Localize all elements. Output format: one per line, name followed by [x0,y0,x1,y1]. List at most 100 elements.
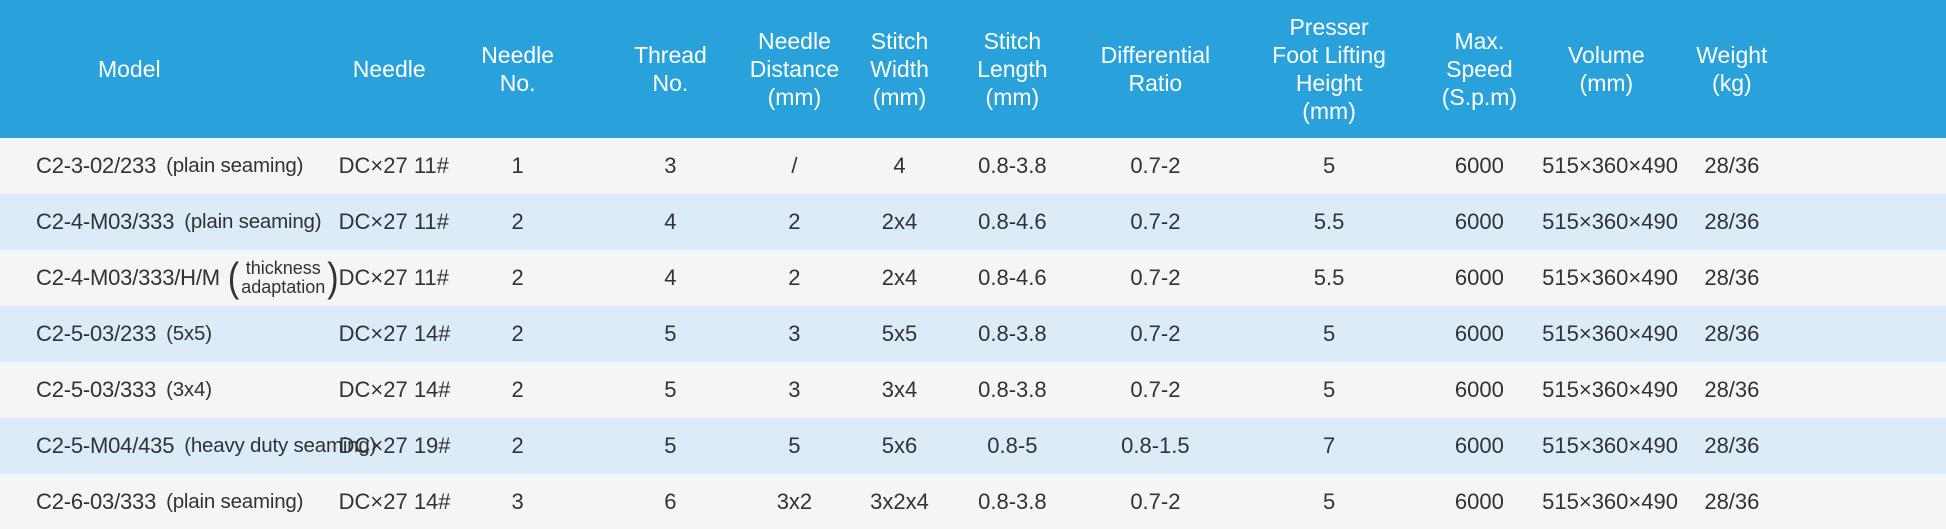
cell-thread-no: 5 [664,321,677,346]
model-note: (plain seaming) [166,490,304,513]
model-note: (heavy duty seaming) [184,434,377,457]
cell-differential-ratio: 0.7-2 [1130,153,1181,178]
cell-needle-no: 1 [511,153,524,178]
cell-stitch-width: 5x5 [881,321,918,346]
cell-model: C2-4-M03/333/H/M (thickness adaptation) [0,250,339,306]
table-row: C2-4-M03/333 (plain seaming) DC×27 11# 2 4 2 2… [0,194,1946,250]
model-name: C2-5-03/333 [36,377,157,402]
column-header-stitch-width: Stitch Width (mm) [870,28,929,110]
cell-needle-distance: 3x2 [776,489,813,514]
cell-needle: DC×27 14# [338,489,451,514]
cell-needle: DC×27 14# [338,377,451,402]
cell-needle-distance: 2 [788,209,801,234]
cell-presser-foot-height: 5 [1322,377,1336,402]
cell-weight: 28/36 [1704,209,1760,234]
table-header: Model Needle Needle No. Thread No. Needle Di… [0,0,1946,138]
table-row: C2-5-M04/435 (heavy duty seaming) DC×27 19… [0,418,1946,474]
cell-model: C2-5-03/333 (3x4) [0,362,339,418]
column-header-needle: Needle [352,56,426,82]
cell-differential-ratio: 0.7-2 [1130,321,1181,346]
cell-max-speed: 6000 [1454,433,1504,458]
cell-differential-ratio: 0.7-2 [1130,489,1181,514]
model-note: (plain seaming) [166,154,304,177]
model-name: C2-5-03/233 [36,321,157,346]
cell-differential-ratio: 0.7-2 [1130,265,1181,290]
model-label: C2-6-03/333 (plain seaming) [0,489,339,515]
column-header-needle-no: Needle No. [481,42,555,96]
cell-needle-distance: 2 [788,265,801,290]
column-header-presser-foot-lifting-height: Presser Foot Lifting Height (mm) [1272,14,1386,124]
header-spacer [1793,0,1946,138]
table-row: C2-4-M03/333/H/M (thickness adaptation) DC… [0,250,1946,306]
model-note: (5x5) [166,322,212,345]
cell-differential-ratio: 0.7-2 [1130,209,1181,234]
column-header-model: Model [97,56,161,82]
column-header-differential-ratio: Differential Ratio [1100,42,1211,96]
model-name: C2-3-02/233 [36,153,157,178]
cell-thread-no: 5 [664,433,677,458]
cell-model: C2-4-M03/333 (plain seaming) [0,194,339,250]
cell-needle-no: 2 [511,265,524,290]
cell-volume: 515×360×490 [1542,265,1678,290]
table-row: C2-5-03/333 (3x4) DC×27 14# 2 5 3 3x4 0.8-3.8 0.… [0,362,1946,418]
column-header-max-speed: Max. Speed (S.p.m) [1441,28,1518,110]
column-header-needle-distance: Needle Distance (mm) [749,28,840,110]
cell-thread-no: 3 [664,153,677,178]
column-header-thread-no: Thread No. [633,42,707,96]
cell-stitch-width: 2x4 [881,209,918,234]
cell-max-speed: 6000 [1454,265,1504,290]
cell-needle-no: 2 [511,433,524,458]
cell-weight: 28/36 [1704,489,1760,514]
column-header-weight: Weight (kg) [1696,42,1768,96]
model-label: C2-5-M04/435 (heavy duty seaming) [0,433,376,459]
row-spacer [1793,138,1946,194]
cell-stitch-length: 0.8-3.8 [978,153,1047,178]
row-spacer [1793,362,1946,418]
cell-volume: 515×360×490 [1542,433,1678,458]
column-header-stitch-length: Stitch Length (mm) [977,28,1048,110]
cell-presser-foot-height: 5.5 [1313,209,1345,234]
cell-thread-no: 5 [664,377,677,402]
cell-needle: DC×27 11# [338,265,449,290]
cell-needle-no: 2 [511,321,524,346]
model-label: C2-5-03/233 (5x5) [0,321,339,347]
model-note-stacked: thickness adaptation [241,258,326,297]
model-label: C2-5-03/333 (3x4) [0,377,339,403]
model-label: C2-4-M03/333 (plain seaming) [0,209,339,235]
cell-presser-foot-height: 5 [1322,321,1336,346]
cell-differential-ratio: 0.8-1.5 [1121,433,1190,458]
cell-volume: 515×360×490 [1542,153,1678,178]
table-row: C2-6-03/333 (plain seaming) DC×27 14# 3 6 3x2… [0,474,1946,529]
cell-stitch-width: 3x2x4 [870,489,929,514]
model-name: C2-4-M03/333 [36,209,175,234]
cell-volume: 515×360×490 [1542,377,1678,402]
model-label: C2-3-02/233 (plain seaming) [0,153,339,179]
cell-stitch-length: 0.8-3.8 [978,377,1047,402]
model-name: C2-4-M03/333/H/M [36,265,220,290]
cell-needle-distance: 5 [788,433,801,458]
cell-needle: DC×27 19# [338,433,451,458]
close-paren: ) [327,255,339,301]
cell-needle-no: 2 [511,209,524,234]
cell-needle: DC×27 11# [338,153,449,178]
cell-needle-distance: 3 [788,321,801,346]
cell-weight: 28/36 [1704,433,1760,458]
cell-stitch-length: 0.8-4.6 [978,209,1047,234]
cell-stitch-length: 0.8-3.8 [978,321,1047,346]
cell-differential-ratio: 0.7-2 [1130,377,1181,402]
cell-model: C2-5-03/233 (5x5) [0,306,339,362]
cell-thread-no: 4 [664,209,677,234]
cell-presser-foot-height: 5.5 [1313,265,1345,290]
cell-presser-foot-height: 7 [1322,433,1336,458]
row-spacer [1793,306,1946,362]
table-body: C2-3-02/233 (plain seaming) DC×27 11# 1 3 / 4 0… [0,138,1946,529]
cell-volume: 515×360×490 [1542,321,1678,346]
cell-weight: 28/36 [1704,377,1760,402]
row-spacer [1793,418,1946,474]
cell-needle-no: 2 [511,377,524,402]
cell-max-speed: 6000 [1454,489,1504,514]
model-label: C2-4-M03/333/H/M (thickness adaptation) [0,255,339,301]
open-paren: ( [227,255,240,301]
